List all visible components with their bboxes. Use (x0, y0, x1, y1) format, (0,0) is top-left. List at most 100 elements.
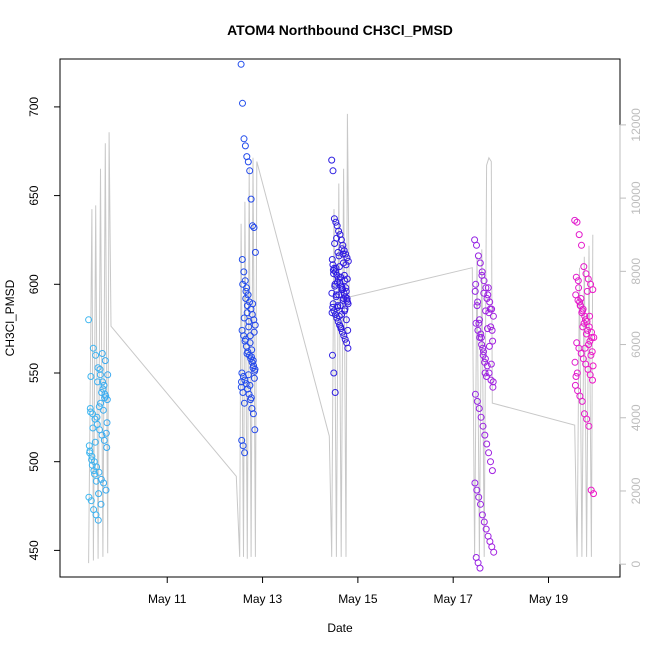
data-point (584, 326, 592, 334)
data-point (340, 332, 348, 340)
data-point (249, 357, 257, 365)
data-point (245, 318, 253, 325)
data-point (485, 309, 493, 317)
data-point (488, 326, 496, 334)
data-point (336, 302, 344, 310)
data-point (580, 263, 588, 271)
data-point (481, 355, 489, 363)
data-point (487, 360, 495, 368)
data-point (481, 431, 489, 439)
data-point (343, 295, 351, 302)
data-point (249, 222, 256, 230)
data-point (337, 323, 345, 331)
data-point (251, 426, 259, 434)
data-point (474, 252, 482, 260)
data-point (241, 376, 249, 384)
data-point (246, 167, 254, 175)
data-point (246, 381, 254, 389)
data-point (589, 362, 597, 370)
data-point (247, 195, 255, 203)
y-axis-right: 0 2000 4000 6000 8000 10000 12000 (619, 108, 643, 568)
x-axis: May 11 May 13 May 15 May 17 May 19 (148, 576, 569, 606)
data-point (587, 486, 595, 494)
data-point (477, 334, 485, 341)
right-tick-label: 0 (629, 561, 643, 568)
data-point (104, 371, 112, 379)
data-point (96, 365, 104, 373)
data-point (335, 227, 343, 235)
data-point (240, 314, 248, 322)
data-point (239, 99, 246, 107)
data-point (87, 373, 95, 380)
data-point (99, 406, 107, 414)
data-point (89, 344, 97, 352)
data-point (98, 350, 106, 357)
data-point (333, 279, 341, 286)
data-point (338, 286, 346, 294)
data-point (251, 248, 259, 256)
data-point (103, 444, 111, 451)
data-point (478, 511, 486, 519)
x-tick-label: May 11 (148, 592, 187, 606)
data-point (588, 334, 596, 341)
data-point (478, 271, 486, 279)
data-point (475, 493, 483, 501)
right-tick-label: 10000 (629, 181, 643, 215)
plot-area (59, 58, 621, 578)
data-point (478, 268, 486, 276)
data-point (578, 309, 586, 317)
data-point (245, 371, 252, 379)
data-point (92, 477, 100, 485)
data-point (473, 397, 481, 405)
data-point (472, 280, 480, 288)
data-point (575, 231, 583, 239)
x-tick-label: May 13 (243, 592, 283, 606)
data-point (341, 335, 349, 343)
data-point (100, 436, 108, 444)
data-point (480, 348, 487, 356)
data-point (91, 438, 99, 446)
data-point (332, 218, 340, 226)
data-point (482, 307, 490, 315)
data-point (344, 344, 352, 352)
data-point (94, 516, 102, 524)
data-point (331, 240, 339, 247)
data-point (479, 422, 487, 430)
data-point (489, 312, 497, 320)
data-point (477, 500, 484, 508)
data-point (585, 422, 593, 430)
data-point (335, 252, 343, 260)
data-point (248, 353, 255, 361)
altitude-line (88, 113, 594, 564)
data-point (241, 142, 249, 150)
y-tick-label: 600 (27, 274, 41, 294)
data-point (475, 319, 483, 327)
data-point (344, 257, 352, 265)
data-point (344, 326, 352, 334)
data-point (479, 351, 487, 359)
data-point (486, 305, 494, 313)
data-point (586, 312, 594, 320)
data-point (95, 490, 103, 498)
data-point (571, 358, 579, 366)
data-point (342, 261, 350, 269)
data-point (102, 392, 110, 400)
data-point (249, 300, 257, 308)
data-point (329, 351, 336, 359)
data-point (585, 341, 593, 349)
data-point (487, 323, 495, 331)
data-point (472, 319, 480, 327)
data-point (85, 442, 93, 450)
data-point (484, 291, 492, 299)
data-point (330, 215, 338, 223)
data-point (338, 311, 346, 318)
data-point (243, 284, 251, 292)
data-point (480, 518, 488, 526)
data-point (473, 241, 480, 249)
data-point (342, 250, 350, 258)
altitude-layer (88, 113, 594, 564)
data-point (328, 256, 336, 263)
chart-title: ATOM4 Northbound CH3Cl_PMSD (227, 22, 453, 38)
data-point (485, 342, 493, 350)
data-point (102, 486, 110, 494)
